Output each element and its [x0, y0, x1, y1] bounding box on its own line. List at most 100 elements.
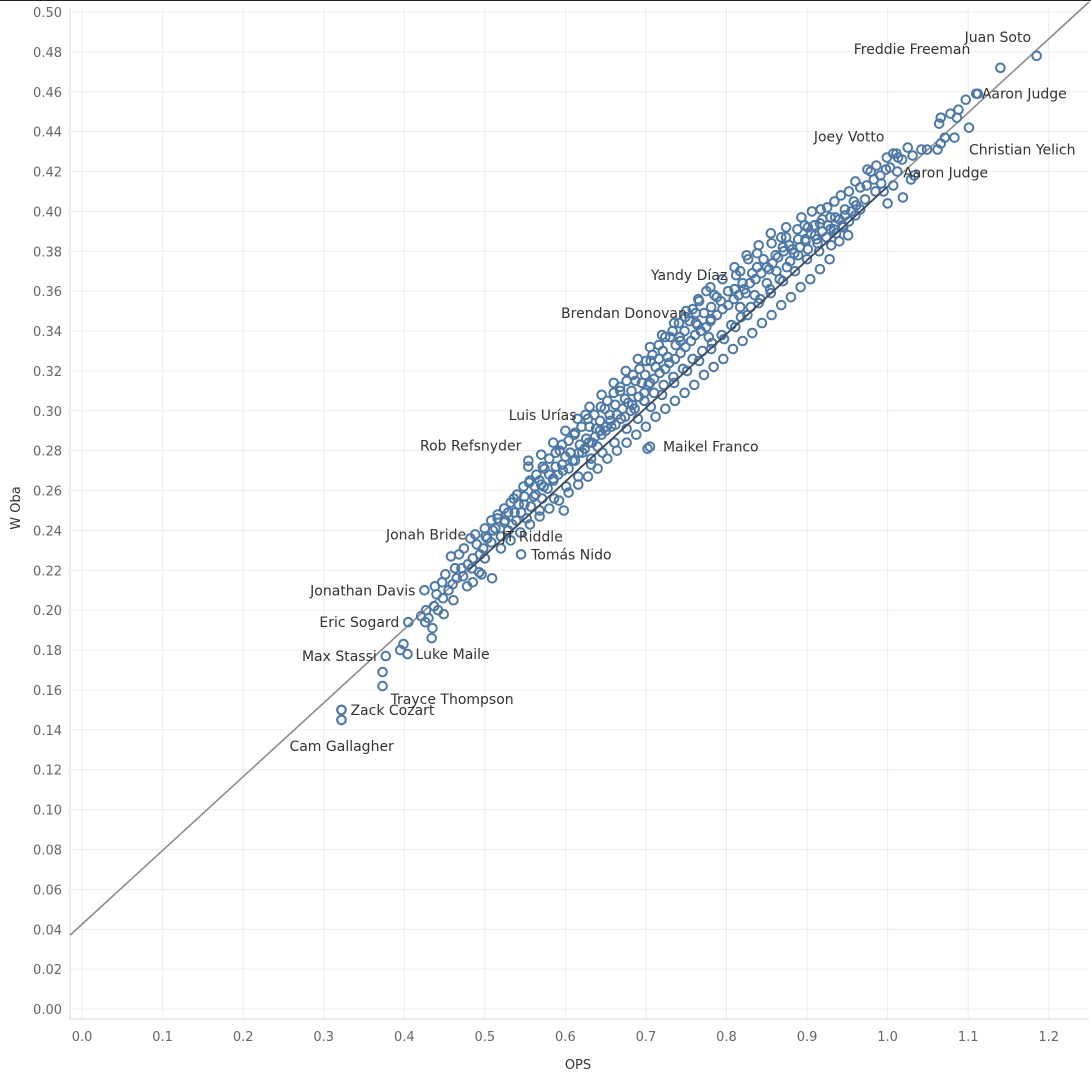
data-point [821, 202, 833, 213]
data-point [833, 236, 845, 247]
y-tick-label: 0.06 [33, 883, 62, 898]
data-point [674, 331, 686, 343]
data-point [485, 515, 497, 526]
data-point [767, 257, 778, 269]
data-point [726, 319, 737, 331]
data-point [534, 511, 545, 522]
point-label: Aaron Judge [982, 87, 1067, 103]
data-point [802, 243, 814, 255]
data-point [815, 204, 827, 215]
data-point [705, 281, 716, 293]
x-tick-label: 0.2 [233, 1030, 254, 1045]
x-axis-title: OPS [565, 1058, 591, 1073]
data-point [842, 230, 854, 241]
data-point [897, 192, 909, 203]
y-tick-label: 0.04 [33, 923, 62, 938]
data-point [614, 385, 626, 397]
data-point [525, 501, 537, 512]
y-tick-label: 0.26 [33, 485, 62, 500]
data-point [498, 503, 510, 514]
data-point [626, 385, 637, 397]
data-point [535, 449, 547, 460]
data-point [775, 299, 787, 311]
y-axis-title: W Oba [9, 486, 24, 529]
data-point [420, 604, 432, 616]
data-point [1031, 50, 1042, 62]
data-point [875, 170, 886, 181]
data-point [480, 531, 491, 542]
data-point [518, 481, 529, 492]
data-point [625, 405, 636, 417]
data-point [537, 461, 549, 472]
data-point [543, 503, 555, 514]
y-tick-label: 0.16 [33, 684, 62, 699]
data-point [690, 307, 702, 319]
data-point [443, 584, 454, 596]
data-point [336, 704, 347, 716]
data-point [737, 277, 748, 289]
x-tick-label: 0.3 [313, 1030, 334, 1045]
data-point [524, 519, 536, 530]
data-point [457, 571, 469, 582]
data-point [658, 379, 669, 391]
data-point [608, 387, 620, 399]
data-point [804, 273, 816, 285]
data-point [645, 355, 657, 367]
data-point [620, 365, 632, 377]
data-point [644, 441, 656, 452]
point-label: Rob Refsnyder [420, 439, 522, 455]
y-tick-label: 0.10 [33, 804, 62, 819]
data-point [653, 339, 665, 351]
data-point [789, 265, 801, 277]
data-point [495, 543, 507, 554]
data-point [595, 401, 607, 413]
data-point [630, 429, 642, 441]
data-point [377, 680, 388, 692]
data-point [471, 539, 483, 550]
data-point [486, 573, 498, 584]
data-point [749, 289, 761, 301]
data-point [693, 355, 705, 367]
data-point [569, 427, 581, 439]
data-point [693, 293, 704, 305]
y-tick-label: 0.48 [33, 46, 62, 61]
data-point [850, 210, 861, 221]
data-point [949, 132, 960, 143]
data-point [659, 403, 671, 415]
data-point [972, 88, 984, 100]
y-tick-label: 0.36 [33, 285, 62, 300]
data-point [772, 251, 784, 263]
data-point [838, 222, 849, 233]
data-point [935, 112, 947, 123]
x-tick-label: 0.8 [716, 1030, 737, 1045]
data-point [650, 411, 661, 423]
data-point [805, 228, 817, 239]
data-point [932, 144, 943, 155]
x-tick-label: 1.2 [1038, 1030, 1059, 1045]
data-point [550, 447, 562, 458]
data-point [511, 489, 523, 500]
data-point [703, 331, 715, 343]
data-point [632, 353, 644, 365]
data-point [778, 245, 790, 257]
data-point [771, 265, 782, 277]
data-point [780, 222, 792, 233]
data-point [576, 421, 587, 433]
data-point [560, 425, 571, 437]
data-point [584, 401, 595, 413]
data-point [611, 445, 623, 456]
data-point [690, 317, 702, 329]
point-label: Eric Sogard [319, 615, 399, 631]
data-point [505, 497, 516, 508]
y-tick-label: 0.02 [33, 963, 62, 978]
data-point [539, 463, 550, 474]
data-point [825, 212, 836, 223]
x-tick-label: 1.1 [958, 1030, 979, 1045]
data-point [426, 632, 437, 644]
data-point [800, 234, 811, 245]
data-point [792, 249, 804, 261]
point-label: Juan Soto [964, 30, 1031, 46]
data-point [398, 638, 409, 650]
trend-line-dense [468, 185, 889, 571]
